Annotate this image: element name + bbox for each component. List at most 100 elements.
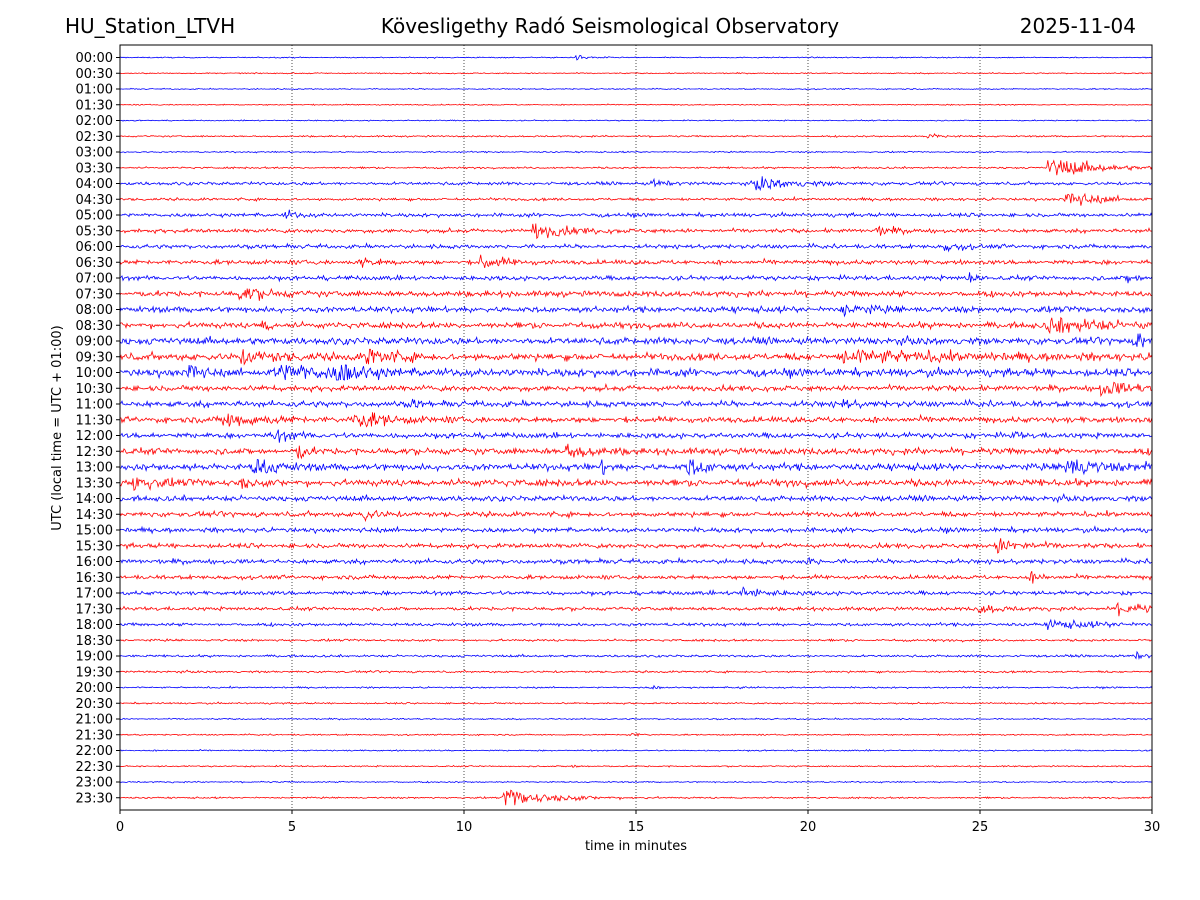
y-tick-label: 09:00 <box>76 335 113 350</box>
trace-row-07:00 <box>119 272 1153 284</box>
trace-row-21:00 <box>119 717 1153 721</box>
y-tick-label: 07:30 <box>76 287 113 302</box>
x-tick-label-15: 15 <box>628 820 645 835</box>
x-tick-label-10: 10 <box>456 820 473 835</box>
trace-row-19:30 <box>119 669 1153 674</box>
y-tick-label: 20:30 <box>76 697 113 712</box>
trace-row-16:30 <box>119 571 1153 584</box>
y-tick-label: 00:30 <box>76 67 113 82</box>
y-tick-label: 14:00 <box>76 492 113 507</box>
trace-row-06:30 <box>119 254 1153 268</box>
y-tick-label: 17:30 <box>76 602 113 617</box>
trace-row-03:30 <box>119 159 1153 176</box>
station-name: HU_Station_LTVH <box>65 14 236 38</box>
y-tick-label: 01:30 <box>76 98 113 113</box>
y-tick-label: 11:00 <box>76 398 113 413</box>
y-tick-label: 17:00 <box>76 587 113 602</box>
trace-row-20:30 <box>119 701 1153 705</box>
y-tick-label: 07:00 <box>76 272 113 287</box>
y-tick-label: 06:00 <box>76 240 113 255</box>
trace-row-12:30 <box>119 443 1153 460</box>
observatory-title: Kövesligethy Radó Seismological Observat… <box>380 14 840 38</box>
trace-row-23:30 <box>119 789 1153 806</box>
trace-row-15:00 <box>119 525 1153 535</box>
trace-row-13:00 <box>119 458 1153 476</box>
trace-row-12:00 <box>119 429 1153 443</box>
y-tick-label: 19:00 <box>76 650 113 665</box>
y-tick-label: 10:30 <box>76 382 113 397</box>
y-tick-label: 16:30 <box>76 571 113 586</box>
trace-row-21:30 <box>119 732 1153 737</box>
trace-row-11:30 <box>119 412 1153 428</box>
trace-row-05:00 <box>119 209 1153 219</box>
y-tick-label: 16:00 <box>76 555 113 570</box>
trace-row-14:00 <box>119 492 1153 504</box>
y-tick-label: 01:00 <box>76 83 113 98</box>
trace-row-05:30 <box>119 223 1153 240</box>
plot-frame <box>119 44 1153 811</box>
y-tick-label: 18:30 <box>76 634 113 649</box>
y-tick-label: 18:00 <box>76 618 113 633</box>
trace-row-19:00 <box>119 650 1153 660</box>
y-tick-label: 13:30 <box>76 476 113 491</box>
y-tick-label: 02:30 <box>76 130 113 145</box>
trace-row-06:00 <box>119 242 1153 253</box>
y-tick-label: 10:00 <box>76 366 113 381</box>
y-axis-label: UTC (local time = UTC + 01:00) <box>50 325 65 530</box>
trace-row-18:00 <box>119 618 1153 630</box>
x-tick-label-25: 25 <box>972 820 989 835</box>
y-tick-label: 21:00 <box>76 713 113 728</box>
trace-row-00:30 <box>119 71 1153 75</box>
trace-row-10:30 <box>119 381 1153 398</box>
x-tick-label-30: 30 <box>1144 820 1161 835</box>
y-tick-label: 03:30 <box>76 161 113 176</box>
trace-row-23:00 <box>119 780 1153 784</box>
trace-row-11:00 <box>119 398 1153 410</box>
trace-row-22:00 <box>119 748 1153 752</box>
y-tick-label: 20:00 <box>76 681 113 696</box>
trace-row-02:00 <box>119 119 1153 122</box>
y-tick-label: 15:30 <box>76 539 113 554</box>
trace-row-08:00 <box>119 303 1153 318</box>
plot-date: 2025-11-04 <box>1019 14 1136 38</box>
trace-row-02:30 <box>119 132 1153 139</box>
y-tick-label: 08:00 <box>76 303 113 318</box>
y-tick-label: 04:00 <box>76 177 113 192</box>
trace-row-01:30 <box>119 103 1153 106</box>
trace-row-09:30 <box>119 348 1153 366</box>
y-tick-label: 15:00 <box>76 524 113 539</box>
y-tick-label: 05:00 <box>76 209 113 224</box>
y-tick-label: 08:30 <box>76 319 113 334</box>
trace-row-03:00 <box>119 150 1153 154</box>
y-axis-ticks: 00:0000:3001:0001:3002:0002:3003:0003:30… <box>76 51 120 806</box>
y-tick-label: 22:30 <box>76 760 113 775</box>
y-tick-label: 05:30 <box>76 224 113 239</box>
seismic-traces <box>119 54 1153 806</box>
y-tick-label: 03:00 <box>76 146 113 161</box>
y-tick-label: 02:00 <box>76 114 113 129</box>
y-tick-label: 13:00 <box>76 461 113 476</box>
y-tick-label: 23:30 <box>76 791 113 806</box>
y-tick-label: 19:30 <box>76 665 113 680</box>
y-tick-label: 09:30 <box>76 350 113 365</box>
trace-row-15:30 <box>119 538 1153 554</box>
trace-row-01:00 <box>119 87 1153 91</box>
y-tick-label: 21:30 <box>76 728 113 743</box>
y-tick-label: 11:30 <box>76 413 113 428</box>
trace-row-14:30 <box>119 509 1153 523</box>
x-axis-ticks: 0 5 10 15 20 25 30 <box>116 810 1160 835</box>
trace-row-13:30 <box>119 477 1153 491</box>
y-tick-label: 12:00 <box>76 429 113 444</box>
y-tick-label: 00:00 <box>76 51 113 66</box>
trace-row-10:00 <box>119 364 1153 381</box>
y-tick-label: 06:30 <box>76 256 113 271</box>
trace-row-09:00 <box>119 333 1153 348</box>
vertical-grid <box>291 45 981 810</box>
y-tick-label: 12:30 <box>76 445 113 460</box>
y-tick-label: 22:00 <box>76 744 113 759</box>
y-tick-label: 23:00 <box>76 776 113 791</box>
trace-row-17:00 <box>119 586 1153 598</box>
trace-row-08:30 <box>119 316 1153 335</box>
y-tick-label: 14:30 <box>76 508 113 523</box>
